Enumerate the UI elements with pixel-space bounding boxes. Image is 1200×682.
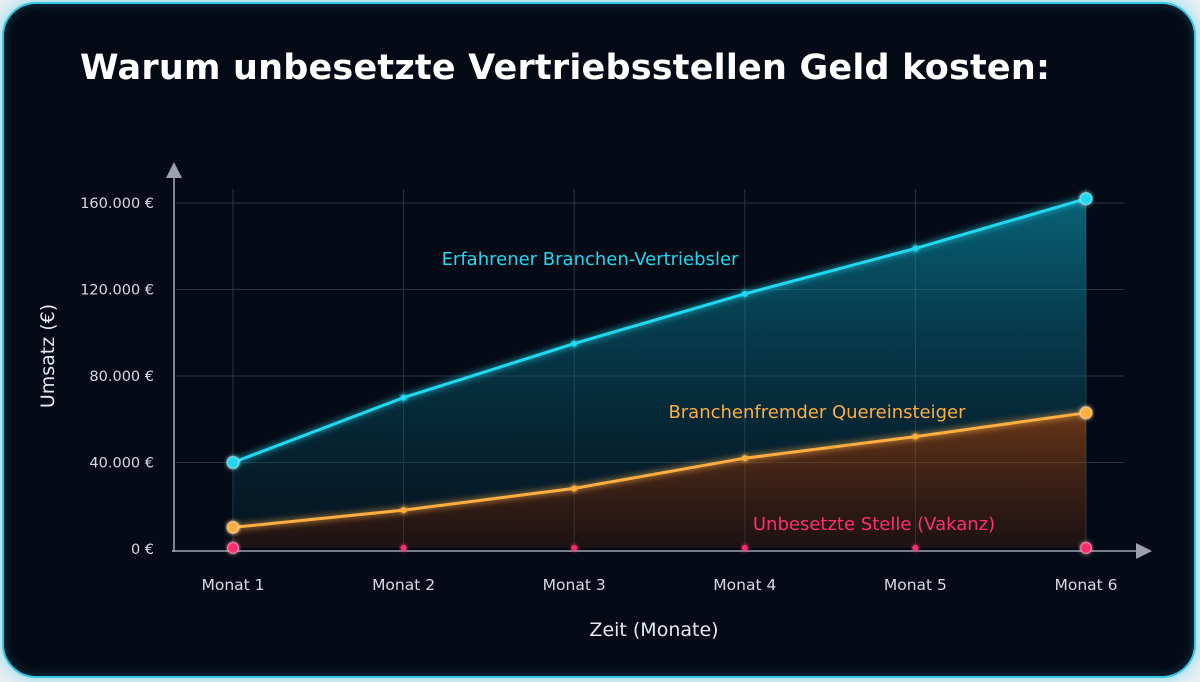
data-point — [741, 455, 748, 462]
x-tick-label: Monat 5 — [884, 576, 947, 594]
y-tick-label: 40.000 € — [89, 456, 154, 472]
y-tick-label: 80.000 € — [89, 369, 154, 385]
data-point — [571, 485, 578, 492]
data-point — [1079, 406, 1093, 420]
data-point — [226, 520, 240, 535]
y-tick-label: 120.000 € — [80, 283, 154, 299]
data-point — [741, 290, 748, 297]
line-chart: 0 € 40.000 € 80.000 € 120.000 € 160.000 € Mon… — [37, 162, 1152, 641]
data-point — [1079, 541, 1093, 555]
series-lines — [231, 197, 1088, 550]
series-label: Erfahrener Branchen-Vertriebsler — [442, 249, 739, 270]
series-line — [231, 411, 1088, 529]
x-tick-label: Monat 4 — [713, 576, 776, 594]
data-point — [912, 544, 919, 551]
x-tick-label: Monat 3 — [543, 576, 606, 594]
x-tick-label: Monat 1 — [201, 576, 264, 594]
x-tick-label: Monat 6 — [1054, 576, 1117, 594]
series-area — [233, 198, 1086, 528]
data-point — [571, 544, 578, 551]
data-point — [226, 455, 240, 470]
series-area — [233, 412, 1086, 548]
chart-title: Warum unbesetzte Vertriebsstellen Geld k… — [80, 48, 1051, 88]
y-tick-label: 0 € — [131, 542, 154, 558]
data-point — [741, 544, 748, 551]
data-point — [400, 394, 407, 401]
y-axis-label: Umsatz (€) — [37, 304, 59, 408]
labels: 0 € 40.000 € 80.000 € 120.000 € 160.000 € Mon… — [37, 196, 1118, 641]
data-point — [1079, 191, 1093, 206]
series-line — [231, 197, 1088, 464]
data-point — [400, 507, 407, 514]
x-axis-label: Zeit (Monate) — [589, 619, 718, 641]
y-tick-label: 160.000 € — [80, 196, 154, 212]
series-label: Unbesetzte Stelle (Vakanz) — [753, 514, 995, 535]
data-point — [912, 433, 919, 440]
data-point — [912, 245, 919, 252]
data-point — [571, 340, 578, 347]
data-point — [226, 541, 240, 555]
data-point — [400, 544, 407, 551]
series-label: Branchenfremder Quereinsteiger — [668, 402, 966, 423]
series-areas — [233, 198, 1086, 548]
x-tick-label: Monat 2 — [372, 576, 435, 594]
axes — [166, 162, 1152, 559]
data-points — [226, 191, 1093, 555]
